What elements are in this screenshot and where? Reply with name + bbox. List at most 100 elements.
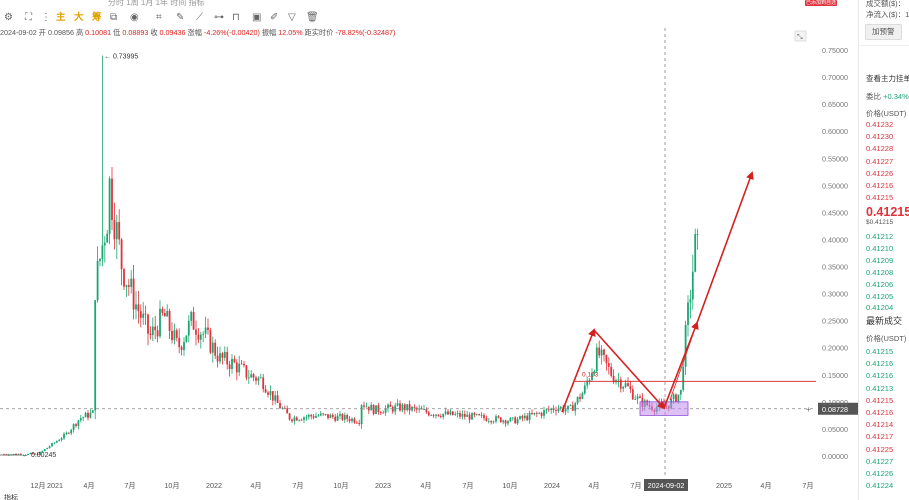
chart-overlays: ← 0.73995 ← 0.00245 0.163 0.08728 +2024-09-0… [0, 28, 858, 491]
candle-body [583, 385, 586, 394]
candle-body [87, 412, 89, 418]
candle-body [432, 414, 435, 416]
last-price-usd: $0.41215 [866, 219, 894, 226]
trade-price: 0.41216 [866, 371, 894, 381]
candle-body [466, 414, 469, 417]
candle-body [547, 409, 550, 411]
ask-price: 0.41216 [866, 181, 894, 190]
brush-icon[interactable]: ⟋ [196, 12, 203, 23]
bid-price: 0.41205 [866, 291, 894, 301]
candle-body [269, 391, 272, 395]
candle-body [89, 412, 92, 418]
candle-body [461, 413, 464, 417]
camera-icon[interactable]: ◉ [130, 12, 139, 23]
price-tick: 0.45000 [822, 208, 848, 217]
candle-body [480, 415, 483, 416]
candle-body [233, 358, 236, 363]
candle-body [39, 451, 41, 455]
candle-body [487, 421, 490, 422]
candle-body [291, 419, 293, 422]
candlestick-chart[interactable]: ← 0.73995 ← 0.00245 0.163 0.08728 +2024-09-0… [0, 0, 858, 500]
scale-toggle-glyph: ⤡ [797, 34, 803, 41]
candle-body [454, 414, 457, 416]
candle-body [315, 415, 317, 418]
candle-body [111, 178, 113, 220]
candle-body [192, 311, 195, 330]
text-icon[interactable]: ✐ [270, 12, 279, 23]
price-tick: 0.50000 [822, 181, 848, 190]
candle-body [391, 406, 394, 412]
info-open: 0.09856 [47, 28, 74, 37]
candle-body [576, 396, 579, 404]
lock-icon[interactable]: ⊓ [232, 12, 240, 23]
crosshair-price-badge [818, 402, 858, 415]
info-distance: -78.82%(-0.32487) [335, 28, 396, 37]
overlay-chips[interactable]: 筹 [92, 12, 102, 23]
watchlist-badge[interactable]: 已添加到自选 [805, 0, 837, 6]
candle-body [142, 313, 145, 318]
candle-body [171, 330, 173, 341]
overlay-big[interactable]: 大 [74, 12, 84, 23]
candle-body [202, 333, 205, 335]
timeframe-tabs-clipped[interactable]: 分时 1周 1月 1年 时间 指标 [108, 0, 205, 6]
view-main-orders-link[interactable]: 查看主力挂单 [866, 74, 909, 83]
candle-body [403, 404, 406, 411]
fullscreen-icon[interactable]: ⛶ [25, 12, 32, 23]
time-tick: 4月 [83, 481, 94, 490]
line-tool-icon[interactable]: ⌗ [156, 12, 162, 23]
candle-body [485, 418, 488, 422]
candle-body [288, 413, 291, 420]
candle-body [118, 222, 121, 240]
candle-body [600, 349, 603, 356]
candle-body [437, 414, 440, 417]
compare-icon[interactable]: ⋮ [41, 12, 51, 23]
candle-body [27, 453, 29, 455]
trades-header: 价格(USDT) [866, 334, 907, 343]
candle-body [108, 178, 111, 234]
candle-body [372, 404, 375, 415]
candle-body [679, 389, 682, 395]
time-tick: 7月 [292, 481, 303, 490]
candle-body [399, 403, 401, 411]
price-tick: 0.70000 [822, 73, 848, 82]
candle-body [574, 403, 577, 411]
candle-body [687, 302, 689, 325]
bid-price: 0.41210 [866, 243, 894, 253]
candle-body [113, 219, 116, 240]
overlay-main[interactable]: 主 [56, 12, 66, 23]
copy-icon[interactable]: ⧉ [110, 12, 118, 23]
candle-body [327, 414, 329, 419]
time-tick: 4月 [250, 481, 261, 490]
pen-icon[interactable]: ✎ [176, 12, 185, 23]
time-tick: 4月 [588, 481, 599, 490]
latest-trades-title: 最新成交 [866, 316, 903, 326]
image-icon[interactable]: ▣ [252, 12, 262, 23]
candle-body [190, 311, 193, 321]
candle-body [363, 405, 365, 407]
candle-body [619, 379, 622, 389]
info-amplitude: 12.05% [278, 28, 303, 37]
candle-body [514, 417, 517, 424]
candle-body [475, 414, 478, 415]
candle-body [94, 300, 97, 411]
bid-price: 0.41208 [866, 267, 894, 277]
trash-icon[interactable]: 🗑 [306, 12, 319, 23]
trend-arrow [593, 329, 666, 410]
candle-body [509, 417, 512, 422]
candle-body [497, 416, 500, 418]
candle-body [211, 342, 214, 353]
trend-arrow [561, 328, 596, 413]
candle-body [379, 411, 382, 413]
trade-price: 0.41227 [866, 456, 894, 466]
add-alert-button[interactable]: 加预警 [865, 24, 902, 40]
candle-body [552, 408, 555, 411]
candle-body [528, 413, 531, 420]
candle-body [595, 347, 598, 372]
settings-icon[interactable]: ⚙ [4, 12, 13, 23]
candle-body [255, 377, 257, 381]
crosshair-date-label: 2024-09-02 [648, 481, 685, 490]
measure-icon[interactable]: ⊶ [214, 12, 224, 23]
candle-body [245, 365, 248, 378]
filter-icon[interactable]: ▽ [288, 12, 296, 23]
candle-body [65, 432, 68, 434]
